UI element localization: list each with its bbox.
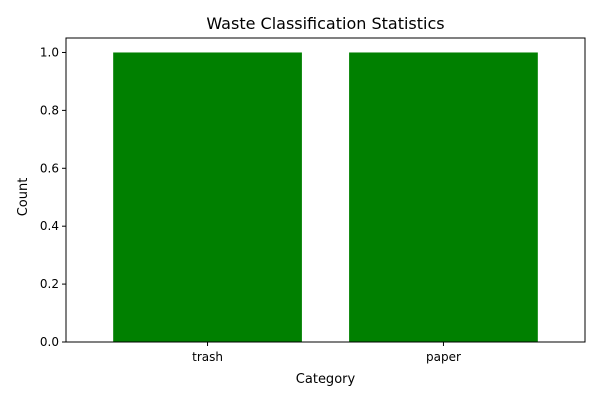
- x-axis-label: Category: [296, 372, 356, 387]
- x-axis: trash paper: [192, 342, 461, 364]
- y-axis: 0.0 0.2 0.4 0.6 0.8 1.0: [40, 45, 66, 349]
- plot-area: [65, 37, 586, 343]
- bar-trash: [113, 52, 302, 342]
- x-tick-label: paper: [426, 350, 461, 364]
- x-tick-label: trash: [192, 350, 223, 364]
- y-tick-label: 0.0: [40, 335, 59, 349]
- bar-paper: [349, 52, 538, 342]
- y-tick-label: 0.6: [40, 161, 59, 175]
- y-tick-label: 0.2: [40, 277, 59, 291]
- y-tick-label: 1.0: [40, 45, 59, 59]
- chart-title: Waste Classification Statistics: [206, 14, 444, 33]
- plot-frame: [65, 37, 586, 343]
- y-tick-label: 0.8: [40, 103, 59, 117]
- y-axis-label: Count: [16, 178, 31, 217]
- y-tick-label: 0.4: [40, 219, 59, 233]
